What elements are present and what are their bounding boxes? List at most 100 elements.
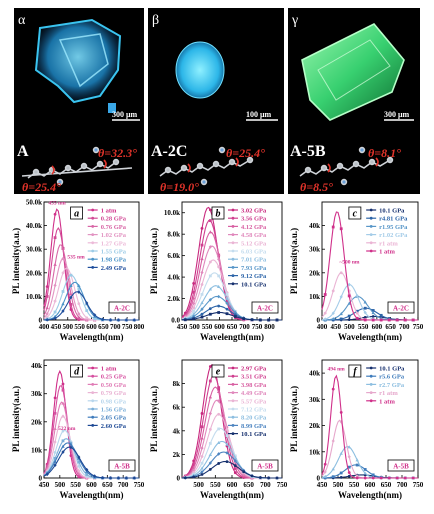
- panel-letter: d: [74, 367, 80, 378]
- panel-letter-box: [70, 364, 83, 378]
- legend-marker: [91, 257, 95, 261]
- theta-bottom-label: θ=8.5°: [300, 180, 333, 194]
- y-tick-label: 8k: [173, 380, 181, 388]
- legend-marker: [91, 225, 95, 228]
- y-tick-label: 10.0k: [26, 293, 42, 301]
- x-tick-label: 650: [243, 481, 254, 489]
- legend-marker: [369, 366, 373, 370]
- series-point: [53, 456, 57, 460]
- molecule-diagram: [299, 146, 394, 186]
- series-point: [69, 283, 73, 287]
- series-point: [347, 465, 351, 469]
- panel-letter: a: [74, 209, 79, 220]
- series-point: [225, 296, 229, 300]
- y-tick-label: 10k: [309, 293, 320, 301]
- series-point: [116, 318, 121, 322]
- legend-label: r5.6 GPa: [379, 374, 405, 381]
- greek-label: γ: [291, 13, 298, 28]
- y-tick-label: 0.0: [171, 317, 180, 325]
- x-tick-label: 600: [86, 323, 97, 331]
- series-point: [69, 303, 73, 306]
- series-point: [275, 318, 279, 322]
- series-point: [192, 475, 196, 479]
- x-tick-label: 600: [214, 323, 225, 331]
- series-point: [363, 471, 367, 475]
- series-point: [323, 311, 327, 315]
- series-point: [192, 468, 196, 473]
- series-point: [225, 307, 229, 311]
- series-point: [363, 315, 367, 319]
- series-point: [77, 290, 81, 294]
- series-point: [217, 304, 221, 308]
- series-point: [183, 476, 187, 480]
- series-point: [233, 315, 237, 318]
- series-point: [192, 282, 196, 285]
- legend-label: 1.55 GPa: [101, 249, 127, 256]
- legend-marker: [231, 374, 235, 378]
- series-point: [233, 455, 238, 460]
- legend-marker: [369, 374, 373, 378]
- series-point: [331, 467, 335, 471]
- series-point: [200, 436, 204, 440]
- y-tick-label: 0: [177, 475, 181, 483]
- series-point: [233, 454, 237, 458]
- legend-label: 1.98 GPa: [101, 257, 127, 264]
- x-tick-label: 400: [39, 323, 50, 331]
- legend-marker: [369, 233, 373, 237]
- y-tick-label: 0: [39, 475, 43, 483]
- legend-label: 10.1 GPa: [379, 366, 405, 373]
- series-point: [53, 299, 57, 303]
- series-point: [69, 292, 73, 296]
- series-point: [355, 474, 359, 478]
- x-axis-title: Wavelength(nm): [60, 490, 124, 500]
- series-point: [208, 365, 212, 368]
- sample-label-text: A-5B: [114, 463, 130, 471]
- series-point: [192, 306, 196, 310]
- legend-label: 3.51 GPa: [241, 374, 267, 381]
- series-point: [208, 208, 212, 212]
- legend-marker: [91, 208, 95, 212]
- series-point: [200, 461, 204, 465]
- panel-letter: b: [216, 209, 221, 220]
- series-point: [208, 219, 212, 222]
- series-point: [242, 470, 246, 474]
- y-tick-label: 30k: [309, 246, 320, 254]
- legend-label: 1 atm: [101, 208, 117, 215]
- series-point: [323, 470, 327, 474]
- series-point: [347, 445, 351, 449]
- legend-marker: [231, 216, 235, 220]
- legend-label: 3.02 GPa: [241, 208, 267, 215]
- series-point: [216, 440, 221, 445]
- series-point: [53, 396, 57, 400]
- series-point: [355, 309, 359, 313]
- legend-label: 2.05 GPa: [101, 415, 127, 422]
- legend-marker: [231, 241, 235, 245]
- series-point: [371, 473, 375, 477]
- series-line-1-atm: [321, 211, 418, 321]
- x-tick-label: 600: [86, 481, 97, 489]
- series-point: [208, 307, 212, 311]
- series-point: [53, 440, 57, 444]
- legend-marker: [231, 432, 235, 435]
- y-tick-label: 30k: [31, 390, 42, 398]
- y-tick-label: 6k: [173, 404, 181, 412]
- legend-label: 10.1 GPa: [241, 281, 267, 288]
- series-point: [192, 301, 196, 306]
- series-point: [347, 474, 351, 478]
- series-point: [100, 475, 105, 480]
- x-tick-label: 700: [118, 481, 129, 489]
- series-point: [331, 311, 335, 316]
- series-point: [331, 387, 335, 391]
- scale-label: 100 μm: [246, 110, 272, 119]
- series-point: [116, 476, 121, 480]
- x-tick-label: 750: [413, 323, 424, 331]
- legend-marker: [369, 399, 373, 403]
- series-point: [85, 317, 89, 322]
- crystal-gamma: [301, 23, 405, 121]
- series-point: [45, 305, 49, 310]
- series-point: [61, 290, 65, 293]
- x-axis-title: Wavelength(nm): [200, 332, 264, 342]
- series-point: [242, 317, 246, 321]
- x-tick-label: 750: [122, 323, 133, 331]
- series-point: [217, 386, 221, 390]
